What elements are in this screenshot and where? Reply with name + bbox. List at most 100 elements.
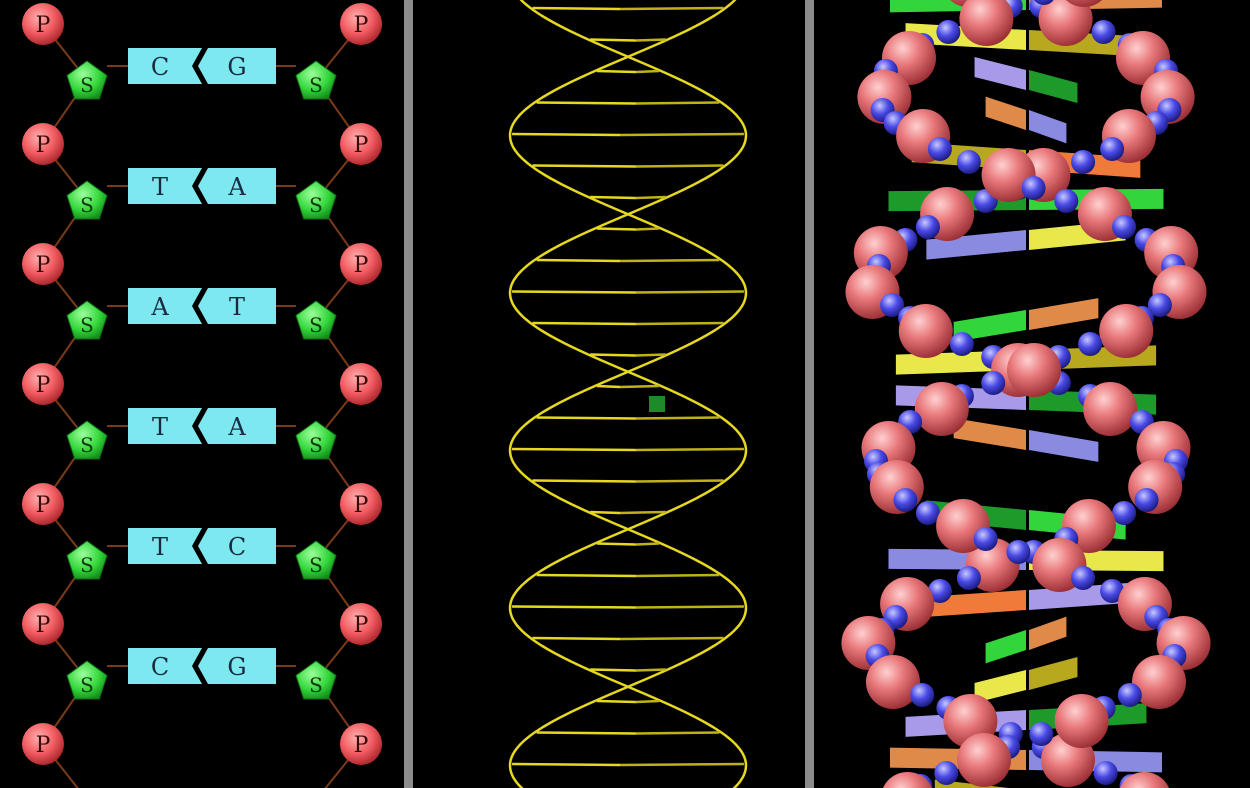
phosphate-atom — [866, 655, 920, 709]
phosphate-group: P — [340, 723, 382, 765]
phosphate-group: P — [22, 483, 64, 525]
sugar-label: S — [80, 673, 94, 697]
backbone-atom — [981, 371, 1006, 395]
phosphate-group: P — [340, 243, 382, 285]
backbone-atom — [1117, 683, 1142, 707]
base-left — [128, 48, 202, 84]
base-right — [198, 528, 276, 564]
base-left — [128, 408, 202, 444]
sugar-pentagon: S — [66, 420, 108, 460]
backbone-atom — [1112, 215, 1137, 239]
helix-rung — [536, 258, 720, 263]
helix-rung — [532, 636, 724, 641]
phosphate-atom — [957, 733, 1011, 787]
phosphate-group: P — [22, 3, 64, 45]
phosphate-group: P — [22, 603, 64, 645]
base-pair-bar — [974, 57, 1078, 103]
phosphate-label: P — [354, 733, 369, 758]
backbone-atom — [1112, 501, 1137, 525]
helix-rung — [512, 447, 744, 452]
helix-rung — [596, 542, 660, 546]
helix-rung — [590, 353, 666, 357]
sugar-pentagon: S — [295, 660, 337, 700]
phosphate-label: P — [354, 613, 369, 638]
sugar-pentagon: S — [295, 180, 337, 220]
sugar-pentagon: S — [66, 180, 108, 220]
helix-rung — [532, 479, 724, 483]
ball-and-stick-panel — [814, 0, 1250, 788]
sugar-label: S — [80, 193, 94, 217]
backbone-atom — [1078, 332, 1103, 356]
sugar-pentagon: S — [295, 420, 337, 460]
schematic-dna-diagram: P PP PP PP PP PP PP PS SC GS ST AS SA TS ST AS ST CS SC G — [22, 3, 382, 788]
base-pair-bar — [889, 747, 1163, 773]
base-right — [198, 168, 276, 204]
phosphate-group: P — [22, 123, 64, 165]
sugar-label: S — [80, 313, 94, 337]
backbone-atom — [936, 20, 961, 44]
phosphate-atom — [914, 382, 969, 436]
sugar-pentagon: S — [66, 60, 108, 100]
sugar-label: S — [309, 673, 323, 697]
helix-rung — [532, 6, 724, 11]
phosphate-label: P — [354, 133, 369, 158]
backbone-atom — [956, 566, 981, 590]
phosphate-group: P — [340, 123, 382, 165]
backbone-atom — [1100, 579, 1125, 603]
backbone-atom — [880, 293, 905, 317]
phosphate-group: P — [22, 243, 64, 285]
phosphate-atom — [1065, 0, 1103, 7]
base-right-label: G — [227, 653, 246, 681]
base-left — [128, 648, 202, 684]
helix-rung — [512, 132, 744, 137]
phosphate-atom — [1083, 382, 1138, 436]
backbone-atom — [1071, 150, 1096, 174]
backbone-atom — [949, 332, 974, 356]
phosphate-atom — [1007, 343, 1061, 397]
phosphate-atom — [898, 304, 953, 358]
double-helix-wireframe — [508, 0, 748, 788]
helix-rung — [590, 38, 666, 42]
panel-divider — [805, 0, 814, 788]
helix-rung — [536, 573, 720, 578]
phosphate-atom — [1038, 0, 1093, 46]
base-right-label: C — [228, 533, 246, 561]
phosphate-group: P — [340, 483, 382, 525]
phosphate-label: P — [36, 133, 51, 158]
panel-divider — [404, 0, 413, 788]
backbone-atom — [1034, 0, 1054, 5]
helix-rung — [532, 321, 724, 326]
backbone-atom — [1006, 540, 1031, 564]
base-pair-bar — [953, 298, 1099, 342]
helix-rung — [512, 290, 744, 294]
helix-strand-a — [508, 0, 748, 788]
phosphate-group: P — [22, 723, 64, 765]
sugar-pentagon: S — [295, 540, 337, 580]
ball-and-stick-dna-model — [841, 0, 1211, 788]
backbone-atom — [1100, 137, 1125, 161]
highlight-marker — [649, 396, 665, 412]
phosphate-label: P — [36, 493, 51, 518]
helix-wireframe-panel — [413, 0, 805, 788]
backbone-atom — [956, 150, 981, 174]
sugar-pentagon: S — [295, 60, 337, 100]
base-right-label: A — [227, 173, 246, 201]
helix-rung — [590, 195, 666, 200]
helix-rung — [536, 416, 720, 420]
sugar-label: S — [80, 433, 94, 457]
base-pair-bar — [934, 779, 1009, 788]
base-left-label: C — [151, 653, 169, 681]
phosphate-label: P — [36, 733, 51, 758]
base-pair-bar — [953, 418, 1099, 462]
backbone-atom — [1029, 722, 1054, 746]
sugar-pentagon: S — [66, 660, 108, 700]
base-left-label: A — [150, 293, 169, 321]
base-left — [128, 168, 202, 204]
backbone-atom — [934, 761, 959, 785]
base-right-label: G — [227, 53, 246, 81]
helix-rung — [596, 384, 660, 389]
phosphate-label: P — [36, 13, 51, 38]
